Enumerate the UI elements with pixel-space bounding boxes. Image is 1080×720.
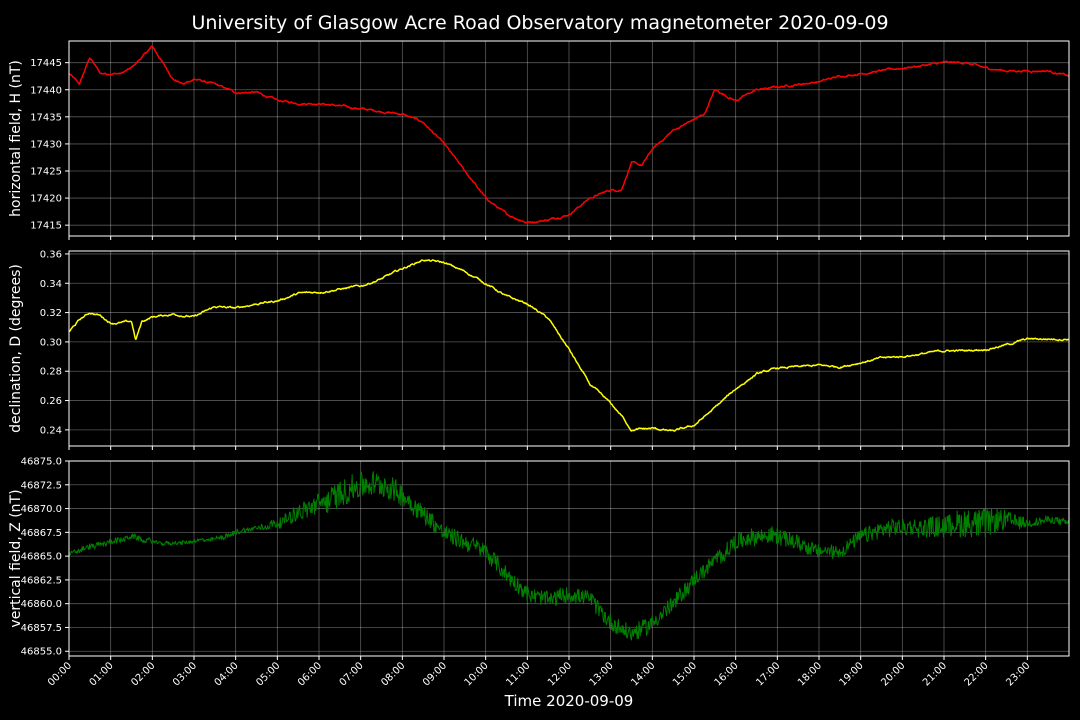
y-tick-label: 0.28 — [40, 367, 62, 378]
series-line — [68, 470, 1070, 641]
y-tick-label: 46857.5 — [21, 623, 62, 634]
y-tick-label: 46870.0 — [21, 504, 62, 515]
plot-area — [69, 41, 1069, 236]
y-tick-label: 17425 — [30, 167, 62, 178]
x-axis-label: Time 2020-09-09 — [504, 692, 634, 710]
panel-frame — [68, 40, 1070, 237]
y-tick-label: 0.30 — [40, 337, 62, 348]
y-tick-label: 17435 — [30, 112, 62, 123]
y-tick-label: 46865.0 — [21, 552, 62, 563]
y-axis-label: declination, D (degrees) — [8, 264, 24, 433]
panel-frame — [68, 460, 1070, 657]
series-line — [68, 259, 1070, 432]
chart-panels: 17415 17420 17425 17430 17435 17440 17445 horiz… — [8, 40, 1070, 689]
y-tick-label: 0.32 — [40, 308, 62, 319]
y-tick-label: 0.34 — [40, 279, 62, 290]
y-tick-label: 46872.5 — [21, 480, 62, 491]
y-tick-label: 17420 — [30, 194, 62, 205]
y-tick-label: 17415 — [30, 221, 62, 232]
y-tick-label: 0.36 — [40, 249, 62, 260]
y-tick-label: 46862.5 — [21, 575, 62, 586]
y-tick-label: 46867.5 — [21, 528, 62, 539]
panel-3: 00:00 01:00 02:00 03:00 04:00 05:00 06:00 07:00… — [8, 457, 1070, 689]
y-tick-label: 46860.0 — [21, 599, 62, 610]
y-tick-label: 17430 — [30, 139, 62, 150]
y-tick-label: 46875.0 — [21, 457, 62, 468]
plot-area — [69, 461, 1069, 656]
y-axis-label: vertical field, Z (nT) — [8, 489, 24, 627]
y-tick-label: 0.26 — [40, 396, 62, 407]
panel-1: 17415 17420 17425 17430 17435 17440 17445 horiz… — [8, 40, 1070, 240]
chart-title: University of Glasgow Acre Road Observat… — [191, 12, 888, 34]
panel-2: 0.24 0.26 0.28 0.30 0.32 0.34 0.36 declination,… — [8, 249, 1070, 450]
y-tick-label: 17440 — [30, 85, 62, 96]
y-tick-label: 46855.0 — [21, 647, 62, 658]
y-axis-label: horizontal field, H (nT) — [8, 60, 24, 217]
y-tick-label: 0.24 — [40, 425, 62, 436]
panel-frame — [68, 250, 1070, 447]
series-line — [68, 45, 1070, 224]
y-tick-label: 17445 — [30, 58, 62, 69]
